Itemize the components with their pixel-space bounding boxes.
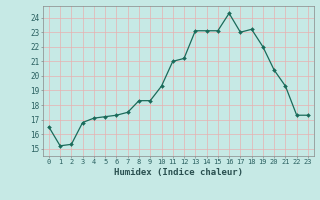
X-axis label: Humidex (Indice chaleur): Humidex (Indice chaleur) [114, 168, 243, 177]
